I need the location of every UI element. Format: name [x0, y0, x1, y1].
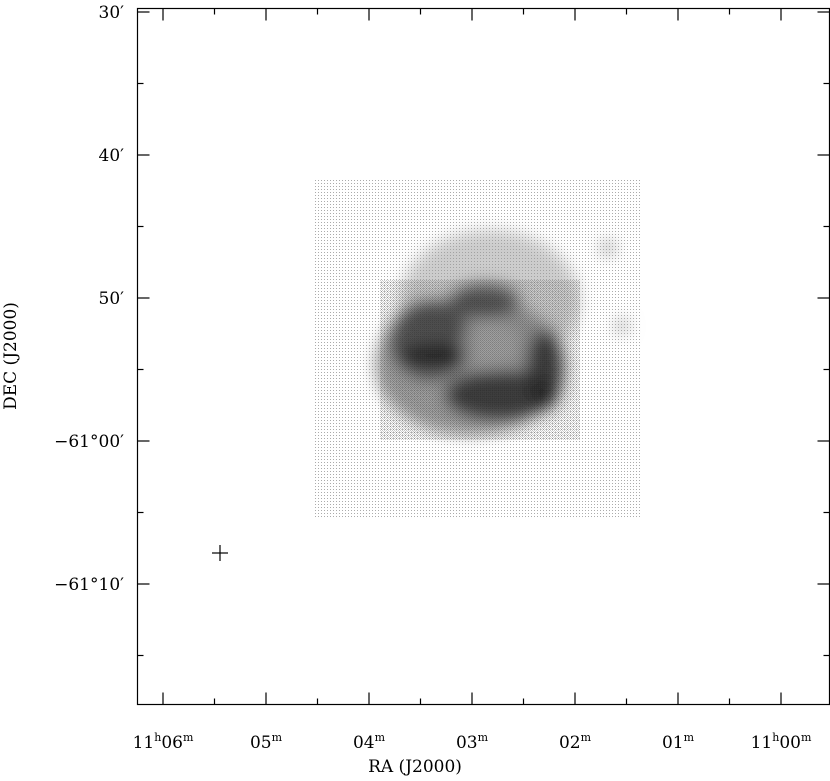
- x-tick-sup: m: [183, 731, 194, 744]
- y-tick-label: 50′: [99, 289, 125, 309]
- axes: 11h06m 05m 04m 03m 02m 01m 11h00m30′40′50′−61°…: [54, 3, 830, 753]
- x-tick-label: 02m: [559, 731, 592, 753]
- x-tick-text: 11: [751, 733, 773, 753]
- x-tick-text: 04: [353, 733, 375, 753]
- x-axis-label: RA (J2000): [368, 757, 462, 777]
- x-tick-text: 05: [250, 733, 272, 753]
- x-tick-sup: m: [375, 731, 386, 744]
- sky-image: [315, 178, 641, 518]
- marker-cross: [212, 545, 228, 561]
- x-tick-sup: h: [772, 731, 779, 744]
- y-tick-label: 30′: [99, 3, 125, 23]
- x-tick-sup: m: [478, 731, 489, 744]
- y-tick-label: 40′: [99, 146, 125, 166]
- x-tick-sup: m: [581, 731, 592, 744]
- x-tick-label: 03m: [456, 731, 489, 753]
- y-tick-label: −61°10′: [54, 575, 124, 595]
- x-tick-text: 02: [559, 733, 581, 753]
- x-tick-label: 01m: [662, 731, 695, 753]
- x-tick-text: 06: [161, 733, 183, 753]
- y-axis-label: DEC (J2000): [1, 302, 21, 410]
- x-tick-sup: m: [801, 731, 812, 744]
- x-tick-sup: m: [272, 731, 283, 744]
- x-tick-text: 00: [779, 733, 801, 753]
- y-tick-label: −61°00′: [54, 432, 124, 452]
- x-tick-text: 03: [456, 733, 478, 753]
- x-tick-label: 05m: [250, 731, 283, 753]
- nebula-texture: [380, 280, 580, 440]
- x-tick-label: 04m: [353, 731, 386, 753]
- x-tick-label: 11h06m: [133, 731, 194, 753]
- x-tick-text: 11: [133, 733, 155, 753]
- x-tick-label: 11h00m: [751, 731, 812, 753]
- x-tick-sup: h: [154, 731, 161, 744]
- x-tick-sup: m: [684, 731, 695, 744]
- x-tick-text: 01: [662, 733, 684, 753]
